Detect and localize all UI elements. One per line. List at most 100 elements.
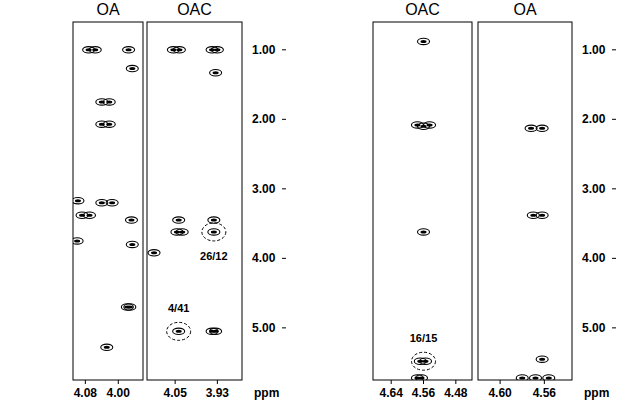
marks: [411, 38, 435, 380]
contour-core: [539, 358, 545, 361]
x-tick-label: 4.48: [444, 386, 468, 400]
contour-core: [92, 48, 98, 51]
contour: [124, 304, 136, 310]
axis-label: ppm: [584, 386, 609, 400]
cross-peak: [414, 358, 426, 364]
panel-frame: [478, 22, 572, 380]
x-tick: [423, 380, 424, 384]
cross-peak: [83, 212, 95, 218]
cross-peak: [536, 356, 548, 362]
axis-label: ppm: [254, 386, 279, 400]
contour-core: [129, 243, 135, 246]
contour: [210, 70, 222, 76]
annotation: 26/12: [200, 250, 228, 262]
contour: [208, 217, 220, 223]
annotation-circle: [202, 223, 226, 241]
contour: [210, 328, 222, 334]
x-tick: [118, 380, 119, 384]
contour-core: [519, 376, 525, 379]
contour-core: [427, 123, 433, 126]
y-tick-label: 5.00: [252, 321, 276, 335]
contour-core: [129, 67, 135, 70]
contour-core: [214, 48, 220, 51]
marks: [148, 47, 226, 341]
cross-peak: [124, 304, 136, 310]
annotation-circle: [412, 352, 436, 370]
contour: [73, 238, 83, 244]
cross-peak: [76, 212, 88, 218]
annotation: 16/15: [410, 332, 438, 344]
x-tick: [175, 380, 176, 384]
contour: [176, 229, 188, 235]
panel-title: OA: [513, 1, 536, 18]
contour: [536, 125, 548, 131]
contour: [211, 47, 223, 53]
x-tick: [455, 380, 456, 384]
contour-core: [106, 100, 112, 103]
y-tick: [282, 188, 286, 189]
y-tick: [612, 188, 616, 189]
contour: [148, 250, 160, 256]
panel-title: OA: [96, 1, 119, 18]
y-tick: [612, 119, 616, 120]
x-tick-label: 3.93: [206, 386, 230, 400]
chart: OA4.084.00OAC26/124/414.053.931.002.003.…: [0, 0, 641, 406]
contour: [96, 121, 108, 127]
contour-core: [126, 48, 132, 51]
contour-core: [179, 230, 185, 233]
contour: [536, 212, 548, 218]
cross-peak: [96, 99, 108, 105]
contour: [126, 65, 138, 71]
y-tick: [282, 327, 286, 328]
x-tick: [391, 380, 392, 384]
cross-peak: [126, 65, 138, 71]
cross-peak: [415, 375, 427, 380]
y-tick-label: 3.00: [582, 182, 606, 196]
contour-core: [211, 230, 217, 233]
x-tick: [544, 380, 545, 384]
cross-peak: [525, 125, 537, 131]
contour: [516, 375, 528, 380]
x-tick-label: 4.60: [488, 386, 512, 400]
contour: [424, 122, 436, 128]
contour: [173, 47, 185, 53]
x-tick: [217, 380, 218, 384]
x-tick-label: 4.56: [412, 386, 436, 400]
x-tick-label: 4.56: [533, 386, 557, 400]
contour: [103, 121, 115, 127]
cross-peak: [210, 328, 222, 334]
cross-peak: [73, 197, 84, 203]
contour-core: [176, 330, 182, 333]
contour-core: [99, 201, 105, 204]
cross-peak: [123, 47, 135, 53]
contour-core: [417, 360, 423, 363]
contour: [123, 47, 135, 53]
contour-core: [213, 330, 219, 333]
contour: [530, 375, 542, 380]
contour-core: [530, 214, 536, 217]
y-tick-label: 5.00: [582, 321, 606, 335]
contour: [121, 304, 133, 310]
contour: [125, 217, 137, 223]
contour-core: [539, 214, 545, 217]
contour: [173, 217, 185, 223]
contour: [414, 358, 426, 364]
contour-core: [213, 71, 219, 74]
cross-peak: [210, 70, 222, 76]
contour-core: [211, 219, 217, 222]
contour-core: [106, 123, 112, 126]
contour: [83, 212, 95, 218]
annotation-circle: [167, 322, 191, 340]
panel-frame: [373, 22, 472, 380]
cross-peak: [106, 200, 118, 206]
cross-peak: [125, 217, 137, 223]
cross-peak: [536, 125, 548, 131]
contour: [101, 344, 113, 350]
panel-frame: [147, 22, 242, 380]
contour-core: [75, 199, 81, 202]
panel-title: OAC: [405, 1, 440, 18]
contour-core: [418, 376, 424, 379]
cross-peak: [536, 212, 548, 218]
cross-peak: [89, 47, 101, 53]
contour: [73, 197, 84, 203]
